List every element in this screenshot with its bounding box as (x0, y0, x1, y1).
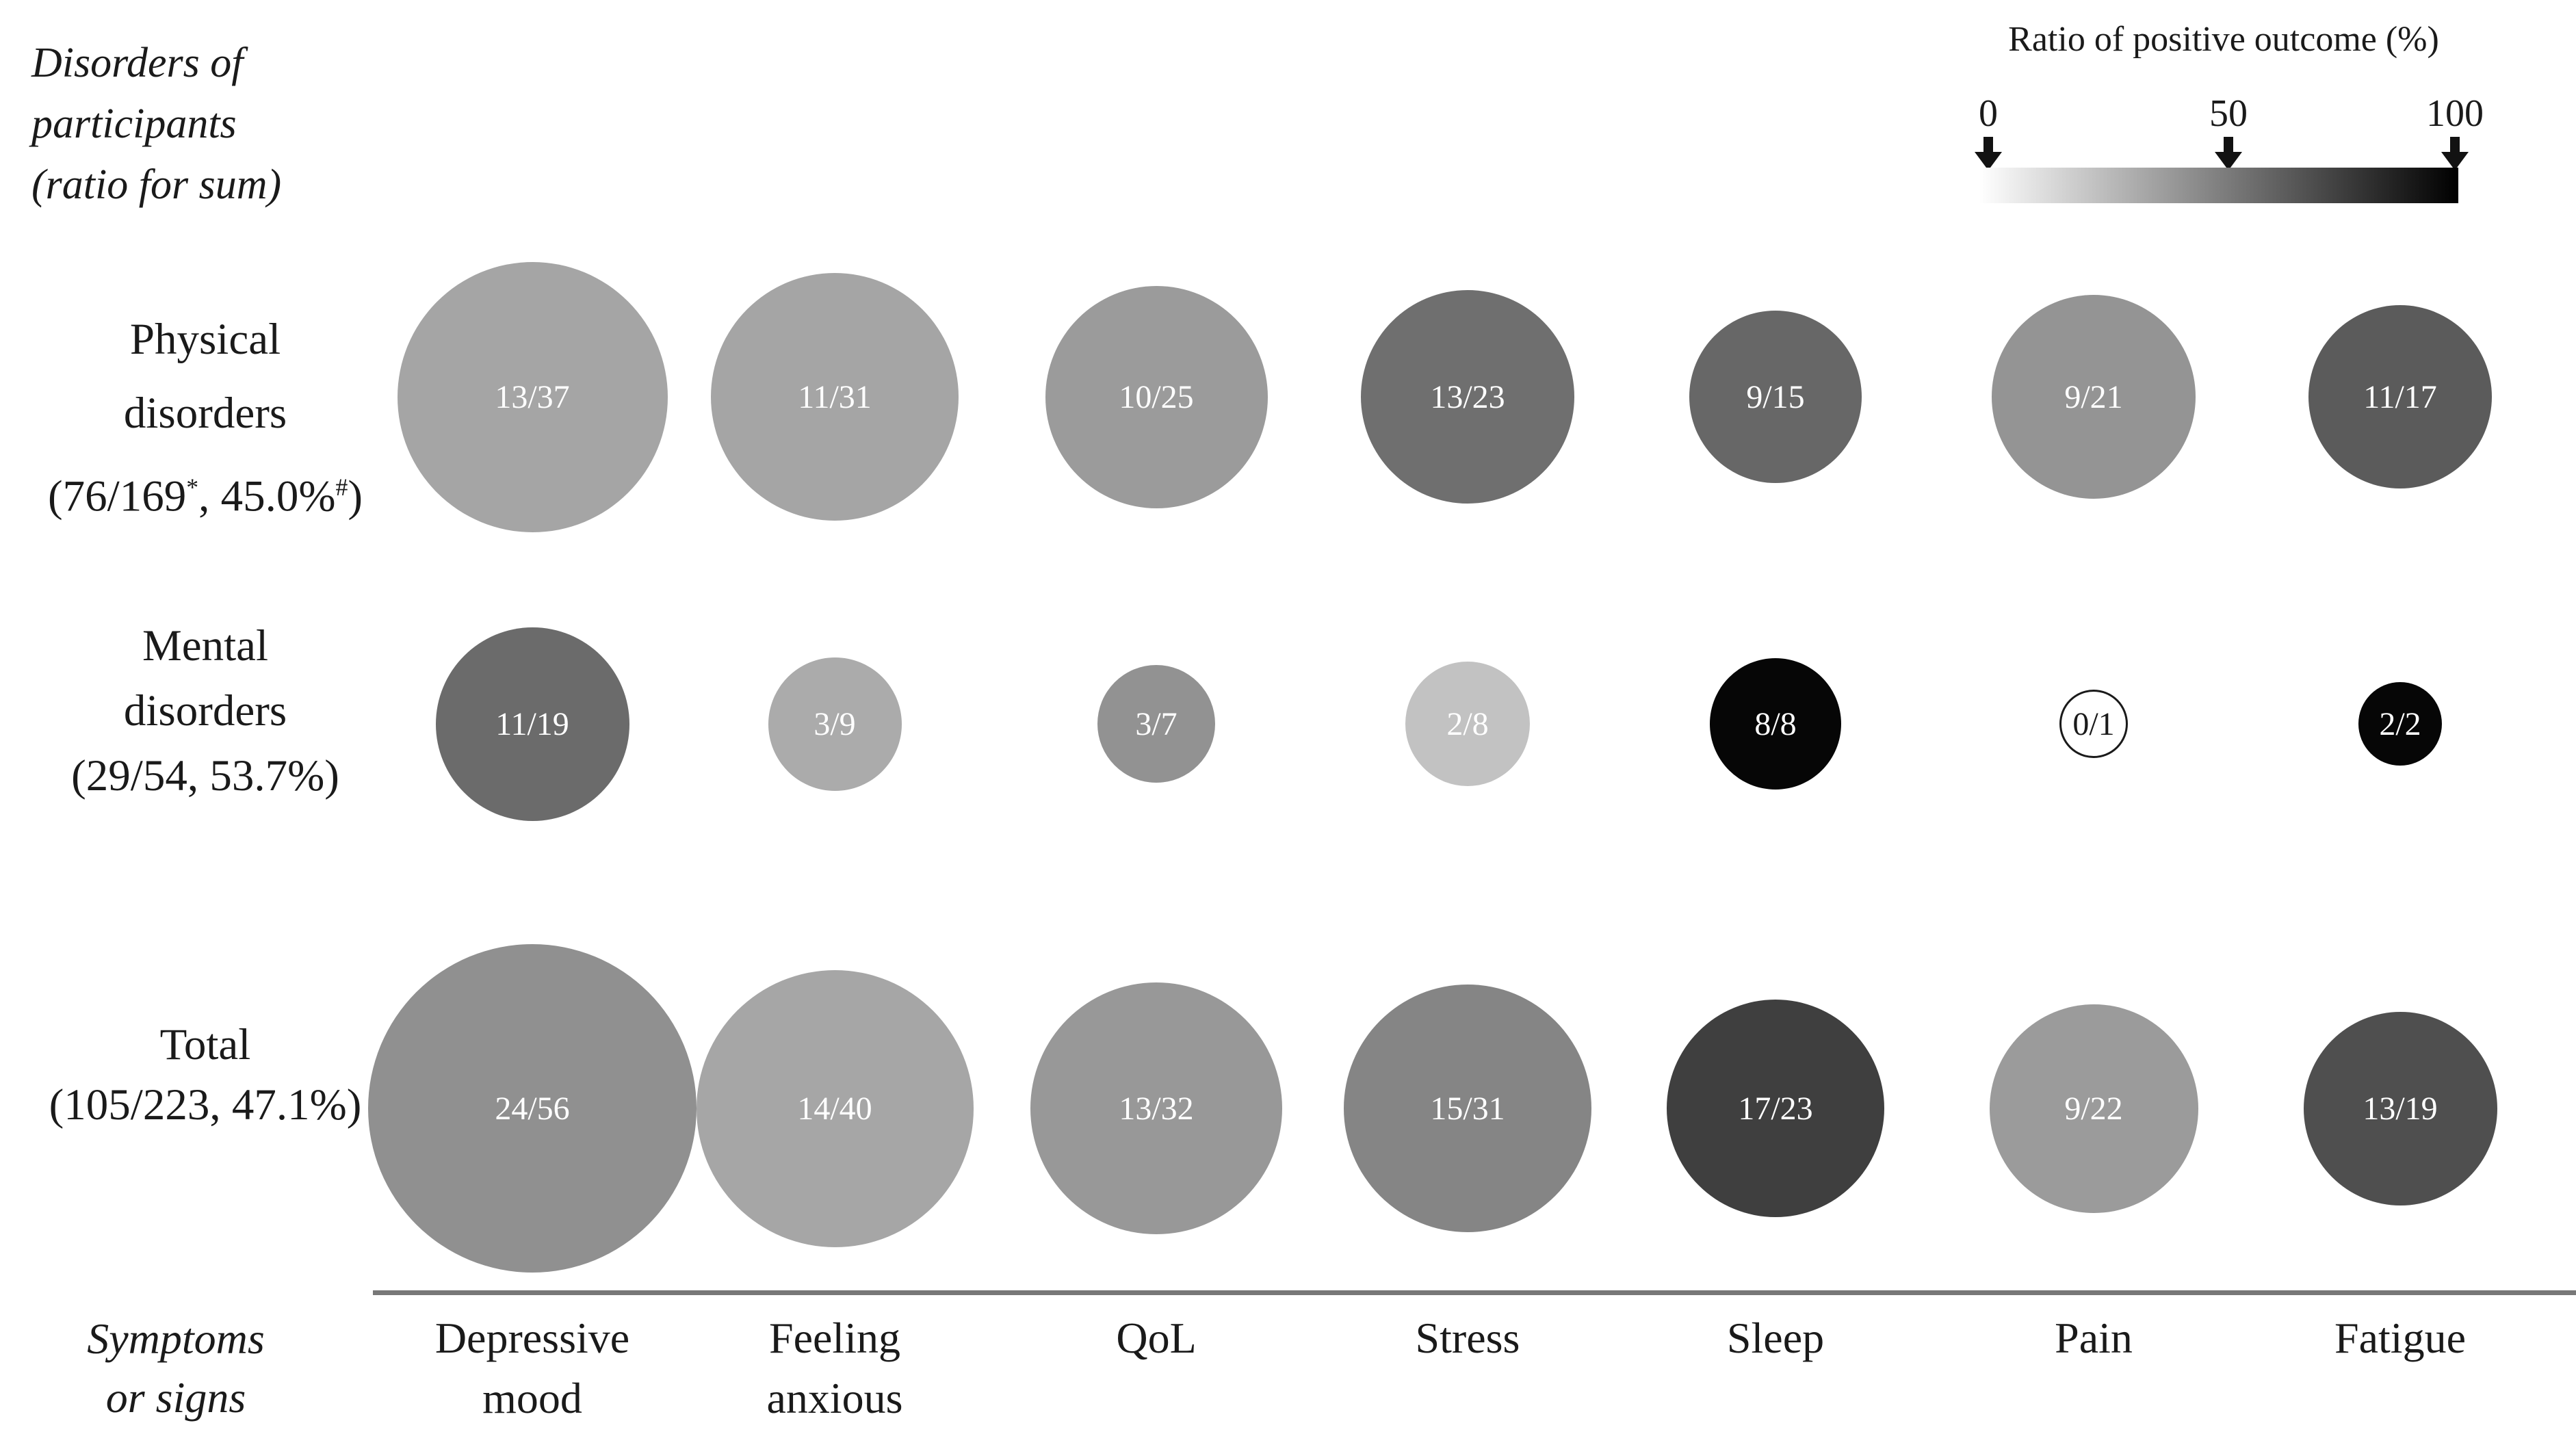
row-label-line: disorders (123, 389, 287, 438)
bubble-value: 9/21 (2064, 378, 2123, 415)
column-label-line: Depressive (434, 1314, 630, 1362)
bubble-physical-disorders-pain: 9/21 (1992, 295, 2196, 499)
legend-tick-50: 50 (2209, 93, 2248, 171)
down-arrow-icon (2441, 137, 2469, 171)
row-label-total: Total (105/223, 47.1%) (14, 1015, 397, 1135)
bubble-mental-disorders-fatigue: 2/2 (2358, 682, 2442, 766)
column-label-line: anxious (766, 1374, 903, 1422)
figure-title-line: (ratio for sum) (31, 161, 282, 208)
bubble-physical-disorders-stress: 13/23 (1361, 290, 1574, 504)
bubble-value: 14/40 (797, 1090, 872, 1127)
bubble-total-pain: 9/22 (1989, 1004, 2198, 1213)
bubble-total-qol: 13/32 (1030, 982, 1282, 1234)
bubble-mental-disorders-stress: 2/8 (1405, 662, 1530, 786)
bubble-value: 24/56 (495, 1090, 570, 1127)
bubble-value: 13/32 (1119, 1090, 1194, 1127)
bubble-total-fatigue: 13/19 (2303, 1011, 2497, 1205)
bubble-value: 10/25 (1119, 378, 1194, 415)
column-label-line: Pain (2055, 1314, 2133, 1362)
bubble-value: 2/2 (2379, 705, 2421, 742)
bubble-value: 11/19 (495, 705, 569, 742)
bubble-physical-disorders-feeling-anxious: 11/31 (711, 273, 959, 521)
axis-separator-line (373, 1290, 2576, 1295)
legend-title: Ratio of positive outcome (%) (2008, 20, 2439, 59)
column-label-line: Feeling (769, 1314, 900, 1362)
row-label-line: disorders (123, 686, 287, 735)
column-label-line: Stress (1415, 1314, 1520, 1362)
legend-tick-label: 100 (2426, 92, 2484, 135)
bubble-value: 2/8 (1446, 705, 1489, 742)
bubble-mental-disorders-feeling-anxious: 3/9 (768, 657, 902, 791)
bubble-value: 3/7 (1135, 705, 1178, 742)
bubble-value: 0/1 (2072, 705, 2115, 742)
bubble-value: 13/23 (1430, 378, 1505, 415)
bubble-physical-disorders-fatigue: 11/17 (2308, 305, 2492, 488)
bubble-mental-disorders-qol: 3/7 (1097, 665, 1215, 783)
column-label-line: QoL (1116, 1314, 1197, 1362)
column-label-fatigue: Fatigue (2222, 1308, 2576, 1368)
row-label-line: Total (159, 1020, 251, 1069)
legend-tick-0: 0 (1975, 93, 2002, 171)
row-label-line: (105/223, 47.1%) (49, 1080, 362, 1130)
axis-title-line: or signs (105, 1373, 246, 1422)
row-label-line: Physical (129, 315, 281, 364)
column-label-sleep: Sleep (1598, 1308, 1953, 1368)
bubble-mental-disorders-pain: 0/1 (2059, 690, 2128, 758)
axis-title-line: Symptoms (87, 1314, 265, 1363)
bubble-value: 3/9 (814, 705, 856, 742)
column-label-stress: Stress (1290, 1308, 1645, 1368)
legend-tick-label: 50 (2209, 92, 2248, 135)
figure-title: Disorders of participants (ratio for sum… (31, 33, 387, 216)
bubble-physical-disorders-qol: 10/25 (1045, 285, 1268, 508)
row-label-line: (76/169*, 45.0%#) (47, 471, 363, 521)
bubble-value: 11/17 (2363, 378, 2437, 415)
figure-title-line: Disorders of (31, 40, 244, 86)
figure-title-line: participants (31, 101, 237, 147)
bubble-value: 8/8 (1754, 705, 1797, 742)
column-label-qol: QoL (978, 1308, 1334, 1368)
column-label-line: Sleep (1726, 1314, 1825, 1362)
axis-title-symptoms-or-signs: Symptoms or signs (18, 1309, 333, 1427)
bubble-physical-disorders-depressive-mood: 13/37 (397, 261, 668, 532)
column-label-depressive-mood: Depressive mood (354, 1308, 710, 1429)
bubble-total-depressive-mood: 24/56 (368, 944, 697, 1273)
bubble-value: 11/31 (798, 378, 872, 415)
column-label-line: mood (482, 1374, 582, 1422)
column-label-pain: Pain (1916, 1308, 2272, 1368)
bubble-value: 13/37 (495, 378, 570, 415)
legend-tick-label: 0 (1979, 92, 1998, 135)
row-label-mental-disorders: Mental disorders (29/54, 53.7%) (14, 614, 397, 809)
bubble-value: 17/23 (1738, 1090, 1813, 1127)
row-label-line: Mental (142, 621, 269, 670)
down-arrow-icon (1975, 137, 2002, 171)
row-label-physical-disorders: Physical disorders (76/169*, 45.0%#) (14, 302, 397, 534)
bubble-physical-disorders-sleep: 9/15 (1689, 311, 1862, 483)
bubble-value: 13/19 (2363, 1090, 2438, 1127)
bubble-total-sleep: 17/23 (1667, 1000, 1884, 1217)
legend-tick-100: 100 (2426, 93, 2484, 171)
row-label-line: (29/54, 53.7%) (71, 751, 339, 800)
down-arrow-icon (2215, 137, 2242, 171)
bubble-value: 9/15 (1746, 378, 1805, 415)
bubble-total-stress: 15/31 (1344, 985, 1591, 1232)
bubble-value: 15/31 (1430, 1090, 1505, 1127)
bubble-mental-disorders-depressive-mood: 11/19 (435, 627, 629, 821)
column-label-feeling-anxious: Feeling anxious (657, 1308, 1013, 1429)
column-label-line: Fatigue (2334, 1314, 2466, 1362)
bubble-total-feeling-anxious: 14/40 (696, 969, 974, 1247)
bubble-mental-disorders-sleep: 8/8 (1710, 658, 1841, 790)
bubble-value: 9/22 (2064, 1090, 2123, 1127)
legend-gradient-bar (1979, 168, 2458, 203)
